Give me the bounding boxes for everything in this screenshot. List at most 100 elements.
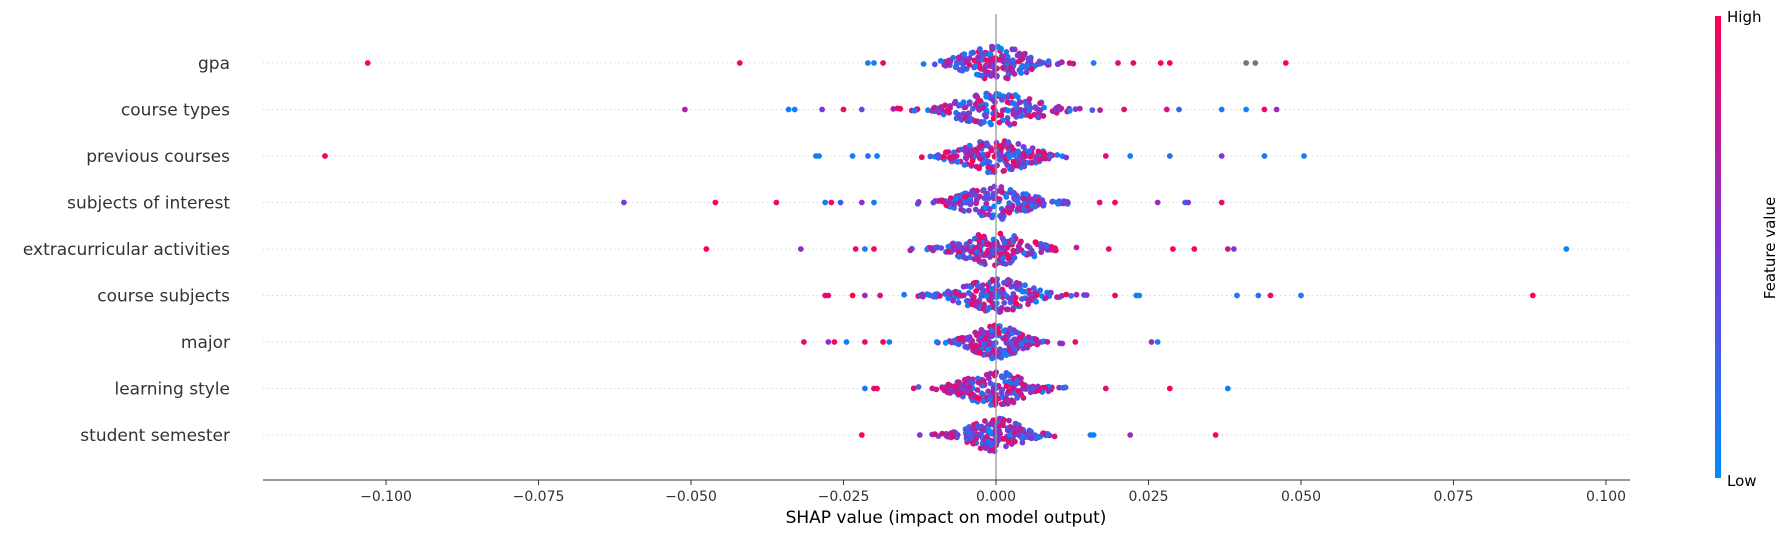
data-point <box>1002 336 1008 343</box>
data-point <box>973 342 979 349</box>
data-point <box>962 383 969 390</box>
data-point <box>1166 385 1173 392</box>
data-point <box>1059 292 1065 299</box>
data-point <box>1105 246 1112 252</box>
data-point <box>1010 57 1016 64</box>
data-point <box>958 206 965 213</box>
data-point <box>1243 60 1249 66</box>
data-point <box>915 199 922 205</box>
data-point <box>933 339 940 345</box>
data-point <box>862 339 868 345</box>
x-tick-label: −0.075 <box>513 489 565 505</box>
data-point <box>865 153 871 159</box>
data-point <box>1072 106 1079 112</box>
data-point <box>946 154 953 161</box>
data-point <box>1012 294 1019 301</box>
data-point <box>1020 395 1027 401</box>
data-point <box>1009 398 1015 404</box>
data-point <box>1001 239 1008 246</box>
data-point <box>1051 247 1058 254</box>
data-points <box>322 43 1570 455</box>
data-point <box>1003 443 1009 450</box>
data-point <box>983 93 990 100</box>
data-point <box>990 384 997 391</box>
data-point <box>969 425 976 432</box>
data-point <box>1040 150 1047 156</box>
data-point <box>1049 108 1056 114</box>
data-point <box>1112 292 1118 299</box>
data-point <box>981 301 987 308</box>
data-point <box>973 394 980 401</box>
row-guide-lines <box>263 62 1630 436</box>
data-point <box>985 427 992 433</box>
data-point <box>990 347 997 354</box>
data-point <box>998 189 1005 196</box>
data-point <box>971 235 978 242</box>
data-point <box>953 195 959 202</box>
data-point <box>1028 250 1034 257</box>
data-point <box>880 339 886 345</box>
data-point <box>1015 388 1022 394</box>
data-point <box>1019 56 1026 62</box>
data-point <box>964 245 971 252</box>
data-point <box>998 112 1005 119</box>
data-point <box>996 415 1003 422</box>
data-point <box>1006 378 1013 385</box>
data-point <box>1000 168 1007 175</box>
data-point <box>1000 255 1006 262</box>
x-tick-label: 0.050 <box>1281 489 1321 505</box>
feature-label: gpa <box>198 54 230 74</box>
data-point <box>975 151 982 158</box>
data-point <box>1019 154 1025 161</box>
data-point <box>935 154 942 161</box>
data-point <box>1018 238 1024 245</box>
data-point <box>1054 294 1060 300</box>
data-point <box>987 51 993 57</box>
data-point <box>1005 277 1012 283</box>
data-point <box>1028 159 1035 166</box>
data-point <box>1024 243 1031 249</box>
data-point <box>1007 325 1013 332</box>
data-point <box>963 155 970 162</box>
data-point <box>1022 282 1028 289</box>
data-point <box>958 146 964 153</box>
data-point <box>1004 400 1011 407</box>
data-point <box>1016 159 1023 165</box>
data-point <box>1273 106 1280 113</box>
data-point <box>1231 246 1237 252</box>
data-point <box>961 104 968 111</box>
feature-label: learning style <box>114 380 230 400</box>
data-point <box>956 199 963 206</box>
data-point <box>1024 63 1030 69</box>
data-point <box>944 248 951 255</box>
data-point <box>1011 71 1018 77</box>
data-point <box>985 346 992 353</box>
data-point <box>1064 199 1071 205</box>
data-point <box>871 199 877 206</box>
data-point <box>791 106 798 113</box>
data-point <box>1185 199 1192 206</box>
data-point <box>989 277 996 284</box>
data-point <box>890 106 897 112</box>
data-point <box>874 153 880 159</box>
data-point <box>956 253 963 260</box>
data-point <box>1050 198 1056 205</box>
data-point <box>939 430 945 437</box>
data-point <box>962 343 969 350</box>
data-point <box>956 112 963 118</box>
data-point <box>1005 371 1012 378</box>
feature-label: course types <box>121 101 230 121</box>
data-point <box>1035 114 1041 120</box>
data-point <box>1022 337 1029 344</box>
data-point <box>968 343 975 349</box>
data-point <box>986 304 993 311</box>
data-point <box>1000 328 1007 334</box>
data-point <box>1035 387 1042 394</box>
data-point <box>1018 341 1025 347</box>
data-point <box>1063 154 1070 161</box>
data-point <box>959 292 966 299</box>
data-point <box>966 55 973 61</box>
data-point <box>961 162 968 168</box>
data-point <box>1026 96 1033 102</box>
data-point <box>1030 385 1037 391</box>
